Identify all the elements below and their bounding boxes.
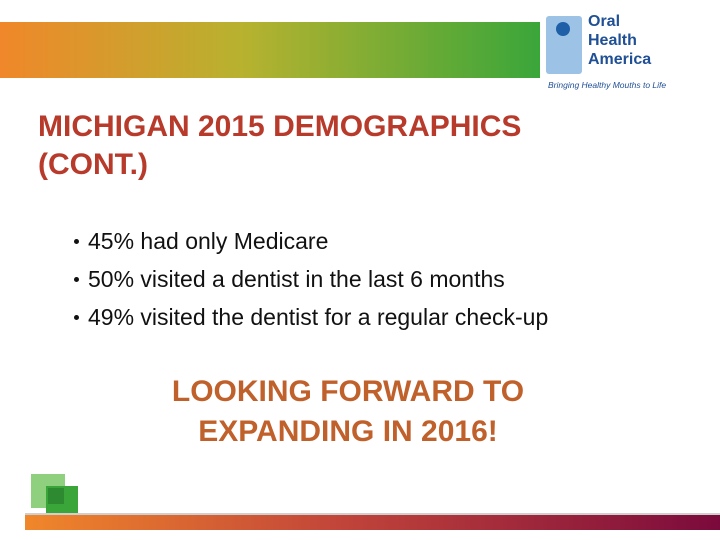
callout-line: LOOKING FORWARD TO bbox=[171, 375, 525, 408]
logo-name: Oral Health America bbox=[588, 12, 651, 69]
logo-word: America bbox=[588, 51, 652, 68]
logo-icon bbox=[546, 16, 582, 74]
logo: Oral Health America Bringing Healthy Mou… bbox=[546, 6, 712, 96]
bullet: 45% had only Medicare bbox=[72, 222, 548, 260]
title-line: MICHIGAN 2015 DEMOGRAPHICS bbox=[38, 110, 522, 143]
logo-tagline: Bringing Healthy Mouths to Life bbox=[548, 80, 667, 90]
title-line: (CONT.) bbox=[38, 148, 148, 181]
logo-word: Health bbox=[588, 32, 637, 49]
callout-line: EXPANDING IN 2016! bbox=[198, 415, 498, 448]
callout: LOOKING FORWARD TO EXPANDING IN 2016! bbox=[98, 372, 598, 452]
bullet-list: 45% had only Medicare 50% visited a dent… bbox=[72, 222, 548, 336]
decor-square bbox=[48, 488, 64, 504]
bullet: 49% visited the dentist for a regular ch… bbox=[72, 298, 548, 336]
top-banner bbox=[0, 22, 540, 78]
slide-title: MICHIGAN 2015 DEMOGRAPHICS (CONT.) bbox=[38, 108, 521, 184]
logo-word: Oral bbox=[588, 13, 621, 30]
bullet: 50% visited a dentist in the last 6 mont… bbox=[72, 260, 548, 298]
bottom-banner bbox=[25, 515, 720, 530]
bottom-rule bbox=[25, 513, 720, 515]
